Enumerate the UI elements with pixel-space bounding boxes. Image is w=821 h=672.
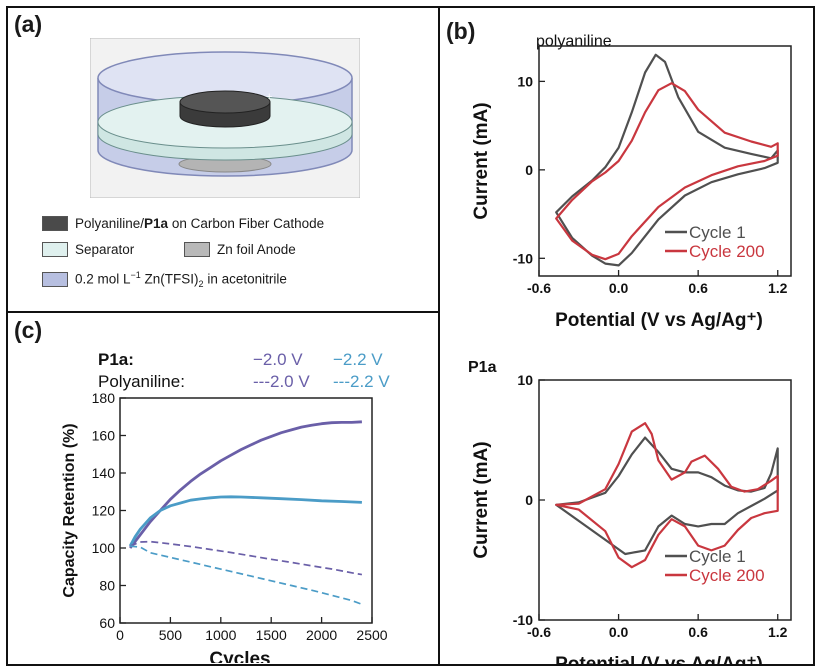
legend-label: Cycle 1 <box>689 547 746 566</box>
x-tick-label: 0.0 <box>609 280 629 296</box>
legend-polyaniline-label: Polyaniline: <box>98 372 185 391</box>
series-p1a-2v <box>128 420 362 549</box>
series-p1a-2p2v <box>128 495 362 547</box>
y-axis-label: Capacity Retention (%) <box>61 423 78 597</box>
x-tick-label: 500 <box>159 627 183 643</box>
legend-electrolyte: 0.2 mol L−1 Zn(TFSI)2 in acetonitrile <box>42 270 287 289</box>
y-tick-label: 60 <box>99 615 115 631</box>
panel-a-label: (a) <box>14 11 43 37</box>
series-polyaniline-2p2v <box>130 545 363 606</box>
cathode-swatch <box>42 216 68 231</box>
x-tick-label: 2500 <box>356 627 387 643</box>
y-tick-label: -10 <box>513 250 533 266</box>
electrolyte-text: 0.2 mol L−1 Zn(TFSI)2 in acetonitrile <box>75 270 287 290</box>
x-axis-label: Potential (V vs Ag/Ag⁺) <box>555 310 763 331</box>
y-tick-label: 140 <box>92 465 116 481</box>
legend-pani-2p2v: ---2.2 V <box>333 372 390 391</box>
chart-title: polyaniline <box>536 33 612 50</box>
panel-b-label: (b) <box>446 18 476 44</box>
legend-label: Cycle 200 <box>689 242 765 261</box>
x-tick-label: 0.6 <box>688 280 708 296</box>
chart-title: P1a <box>468 359 497 376</box>
x-tick-label: 0.6 <box>688 624 708 640</box>
series-line-cycle-200 <box>555 82 779 261</box>
legend-p1a-2p2v: −2.2 V <box>333 350 383 369</box>
y-axis-label: Current (mA) <box>471 102 492 219</box>
legend-label: Cycle 200 <box>689 566 765 585</box>
y-tick-label: 10 <box>517 73 533 89</box>
y-tick-label: 80 <box>99 578 115 594</box>
cell-illustration: + <box>90 38 360 198</box>
x-tick-label: 1500 <box>256 627 287 643</box>
x-axis-label: Potential (V vs Ag/Ag⁺) <box>555 654 763 666</box>
legend-pani-2v: ---2.0 V <box>253 372 310 391</box>
svg-text:+: + <box>266 91 272 103</box>
x-tick-label: -0.6 <box>527 624 551 640</box>
cv-p1a-chart: P1a -0.6 0.0 0.6 1.2 10 0 -10 Potential (V vs Ag… <box>468 359 792 666</box>
y-tick-label: 0 <box>525 162 533 178</box>
anode-text: Zn foil Anode <box>217 242 296 257</box>
x-tick-label: 0.0 <box>609 624 629 640</box>
panel-c: (c) P1a: Polyaniline: −2.0 V −2.2 V ---2.0 V… <box>6 311 440 666</box>
y-tick-label: 10 <box>517 372 533 388</box>
plot-frame <box>119 397 373 624</box>
anode-swatch <box>184 242 210 257</box>
x-tick-label: -0.6 <box>527 280 551 296</box>
legend-anode: Zn foil Anode <box>184 242 296 257</box>
separator-swatch <box>42 242 68 257</box>
y-axis-label: Current (mA) <box>471 441 492 558</box>
electrolyte-swatch <box>42 272 68 288</box>
x-tick-label: 1.2 <box>768 624 788 640</box>
y-tick-label: 120 <box>92 503 116 519</box>
x-axis-label: Cycles <box>209 649 270 663</box>
plot-frame <box>538 45 792 277</box>
x-tick-label: 1000 <box>205 627 236 643</box>
panel-c-label: (c) <box>14 317 43 343</box>
legend-cathode: Polyaniline/P1a on Carbon Fiber Cathode <box>42 216 324 231</box>
capacity-retention-chart: P1a: Polyaniline: −2.0 V −2.2 V ---2.0 V ---2… <box>61 350 390 663</box>
legend-label: Cycle 1 <box>689 223 746 242</box>
series-line-cycle-1 <box>555 436 779 556</box>
series-polyaniline-2v <box>129 540 363 576</box>
y-tick-label: 160 <box>92 428 116 444</box>
cv-polyaniline-chart: polyaniline -0.6 0.0 0.6 1.2 10 0 -10 Potential … <box>471 33 792 331</box>
y-tick-label: 0 <box>525 492 533 508</box>
y-tick-label: -10 <box>513 612 533 628</box>
legend-separator: Separator <box>42 242 134 257</box>
cathode-disk <box>179 90 271 114</box>
x-tick-label: 0 <box>116 627 124 643</box>
panel-a: (a) + Polyaniline/P1a on Carbon Fiber Ca… <box>6 6 440 313</box>
cathode-text: Polyaniline/P1a on Carbon Fiber Cathode <box>75 216 325 231</box>
panel-b: (b) polyaniline -0.6 0.0 0.6 1.2 10 0 -10 Potent… <box>438 6 815 666</box>
x-tick-label: 2000 <box>306 627 337 643</box>
x-tick-label: 1.2 <box>768 280 788 296</box>
series-line-cycle-200 <box>555 422 779 569</box>
legend-p1a-2v: −2.0 V <box>253 350 303 369</box>
y-tick-label: 180 <box>92 390 116 406</box>
y-tick-label: 100 <box>92 540 116 556</box>
legend-p1a-label: P1a: <box>98 350 134 369</box>
separator-text: Separator <box>75 242 135 257</box>
